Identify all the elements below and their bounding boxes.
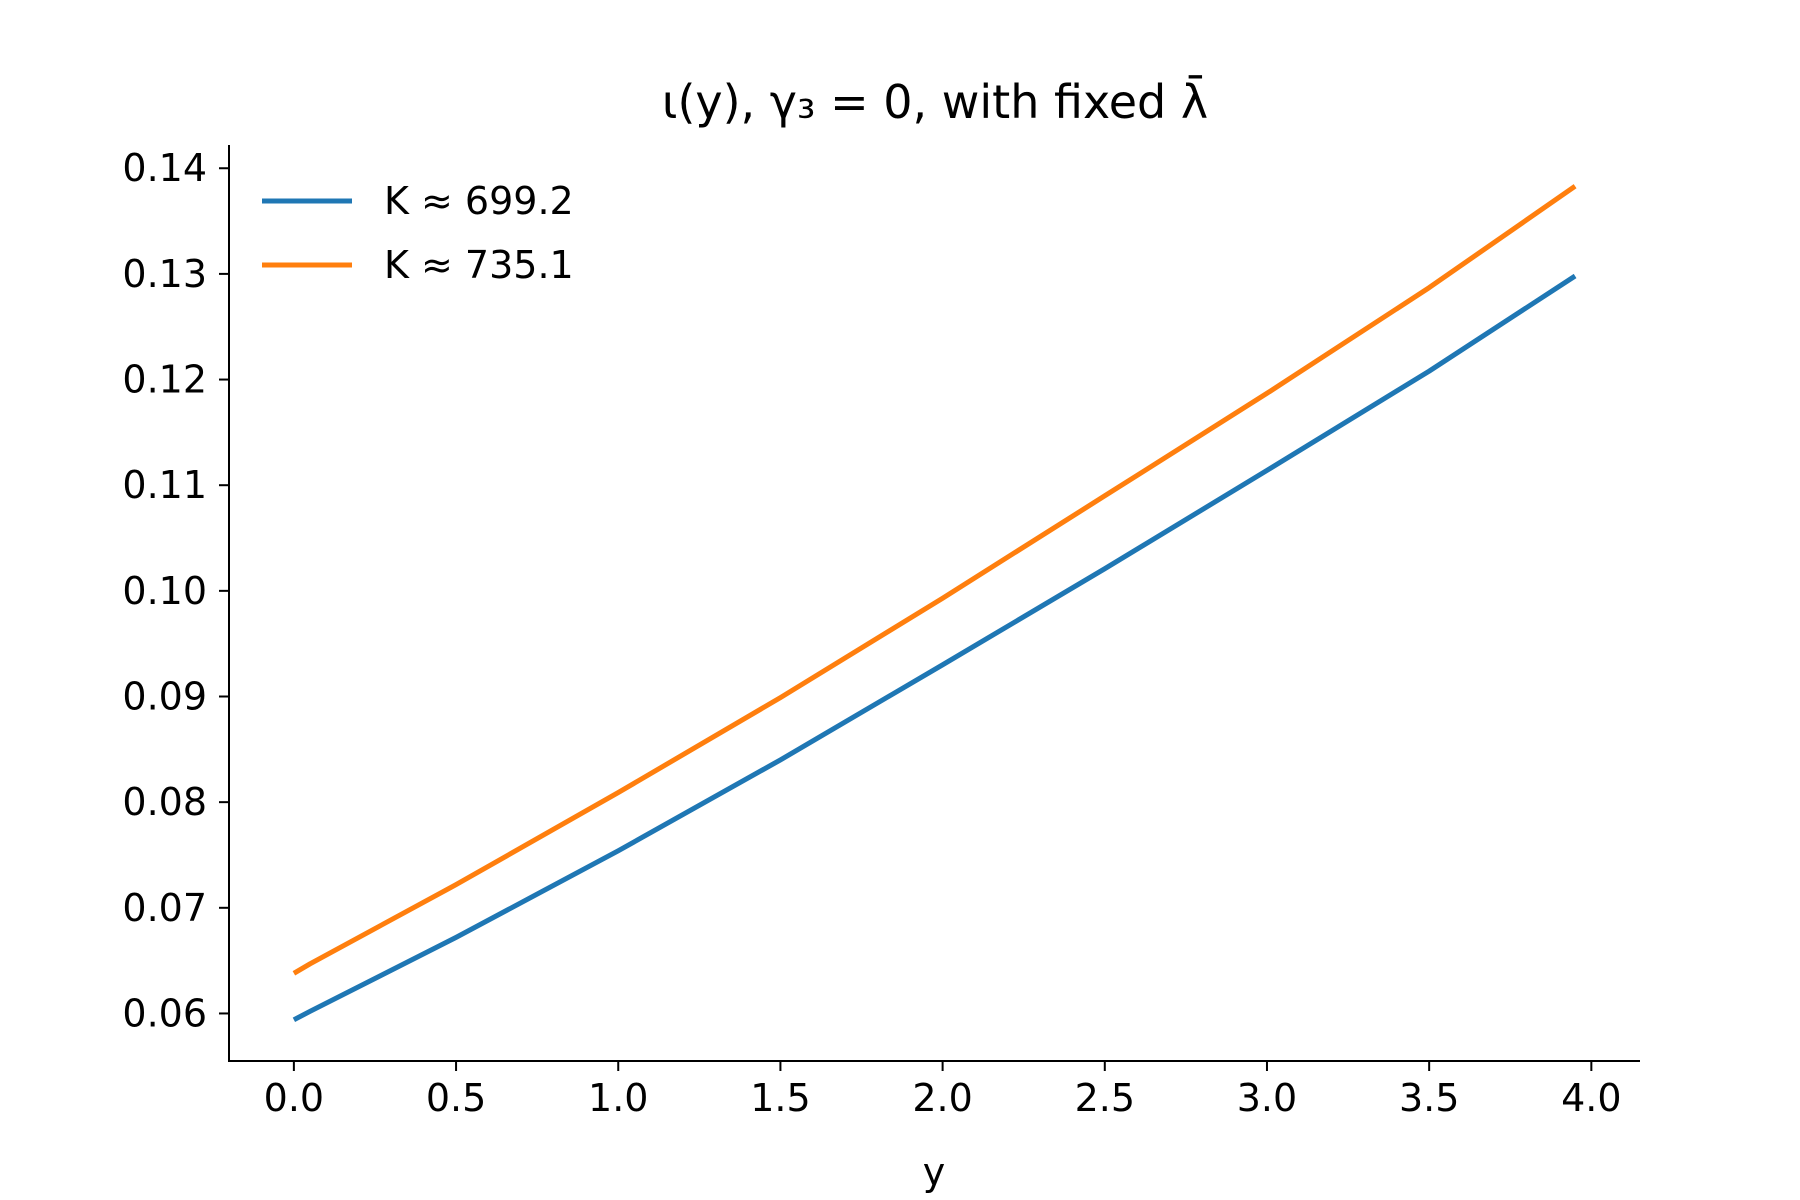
x-tick-label: 1.0: [588, 1076, 648, 1120]
x-tick-label: 0.0: [264, 1076, 324, 1120]
y-tick-label: 0.07: [122, 886, 207, 930]
series-line-2: [292, 184, 1577, 976]
y-tick-label: 0.10: [122, 569, 207, 613]
ticks-layer: 0.0 0.5 1.0 1.5 2.0 2.5 3.0 3.5 4.0 0.06 0.07 0.08 0…: [122, 146, 1621, 1120]
series-line-1: [292, 273, 1577, 1023]
x-axis-label: y: [923, 1150, 946, 1194]
y-tick-label: 0.08: [122, 780, 207, 824]
x-tick-label: 1.5: [750, 1076, 810, 1120]
legend-label-1: K ≈ 699.2: [384, 179, 574, 223]
y-tick-label: 0.09: [122, 675, 207, 719]
x-tick-label: 4.0: [1561, 1076, 1621, 1120]
y-tick-label: 0.14: [122, 146, 207, 190]
legend-label-2: K ≈ 735.1: [384, 243, 574, 287]
series-layer: [292, 184, 1577, 1023]
y-tick-label: 0.11: [122, 463, 207, 507]
x-tick-label: 2.0: [912, 1076, 972, 1120]
x-tick-label: 2.5: [1075, 1076, 1135, 1120]
y-tick-label: 0.12: [122, 358, 207, 402]
y-tick-label: 0.13: [122, 252, 207, 296]
x-tick-label: 3.0: [1237, 1076, 1297, 1120]
legend: K ≈ 699.2 K ≈ 735.1: [262, 179, 574, 287]
x-tick-label: 3.5: [1399, 1076, 1459, 1120]
y-tick-label: 0.06: [122, 991, 207, 1035]
x-tick-label: 0.5: [426, 1076, 486, 1120]
chart-title: ι(y), γ₃ = 0, with fixed λ̄: [662, 75, 1208, 129]
